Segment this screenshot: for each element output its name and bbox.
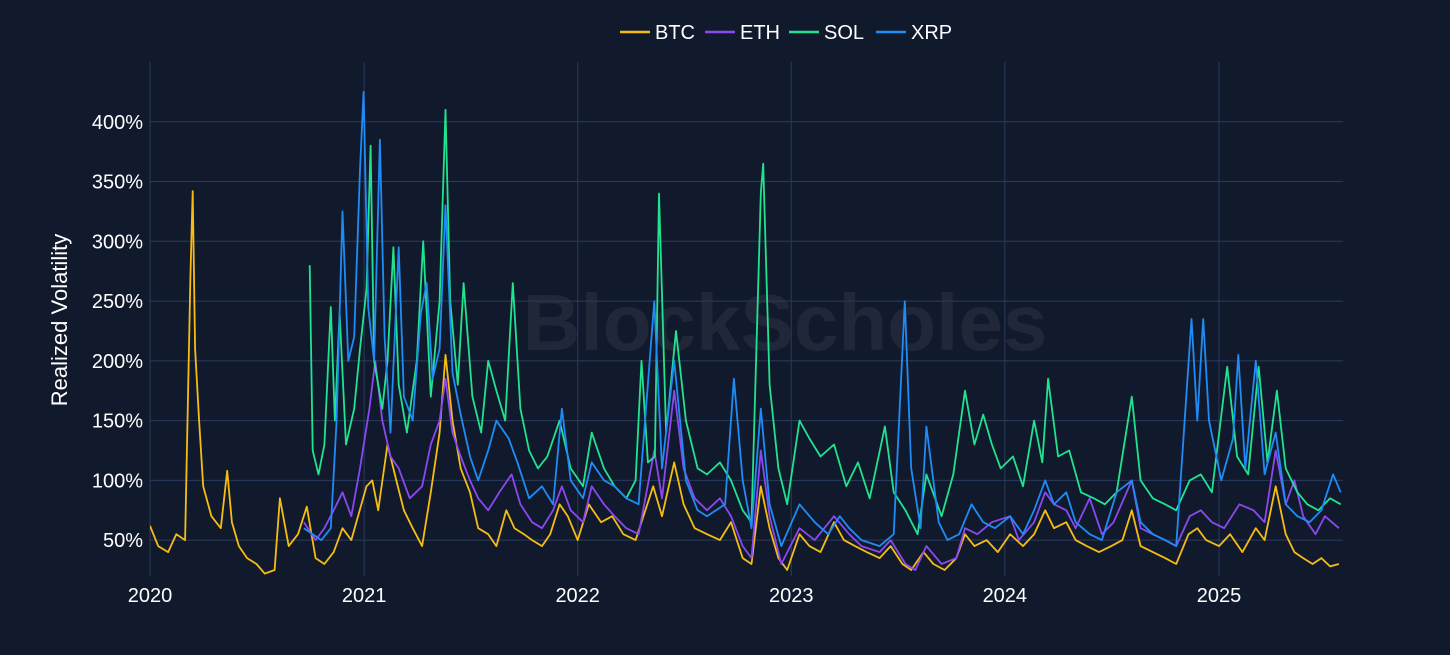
legend-item-btc[interactable]: BTC: [620, 22, 695, 44]
legend-label: ETH: [740, 22, 780, 44]
watermark-text: BlockScholes: [523, 278, 1048, 367]
y-tick-label: 100%: [92, 470, 143, 492]
series-line-sol: [308, 108, 1342, 536]
legend-item-xrp[interactable]: XRP: [876, 22, 952, 44]
y-tick-label: 400%: [92, 112, 143, 134]
legend-item-eth[interactable]: ETH: [705, 22, 780, 44]
y-tick-label: 250%: [92, 291, 143, 313]
y-axis-title: Realized Volatility: [47, 234, 72, 406]
series-line-eth: [303, 359, 1340, 571]
x-tick-label: 2024: [983, 585, 1028, 607]
grid-lines: [149, 62, 1343, 576]
y-tick-label: 300%: [92, 231, 143, 253]
legend-label: BTC: [655, 22, 695, 44]
y-axis: 50% 100% 150% 200% 250% 300% 350% 400%: [92, 112, 143, 552]
y-tick-label: 350%: [92, 172, 143, 194]
series-line-btc: [150, 190, 1340, 575]
legend: BTC ETH SOL XRP: [620, 22, 952, 44]
y-tick-label: 200%: [92, 351, 143, 373]
x-tick-label: 2023: [769, 585, 814, 607]
x-tick-label: 2020: [128, 585, 173, 607]
y-tick-label: 50%: [103, 530, 143, 552]
series-line-xrp: [303, 91, 1342, 547]
y-tick-label: 150%: [92, 411, 143, 433]
x-axis: 2020 2021 2022 2023 2024 2025: [128, 585, 1241, 607]
x-tick-label: 2025: [1197, 585, 1242, 607]
x-tick-label: 2022: [555, 585, 600, 607]
legend-item-sol[interactable]: SOL: [789, 22, 864, 44]
legend-label: XRP: [911, 22, 952, 44]
series-layer: [150, 91, 1342, 575]
x-tick-label: 2021: [342, 585, 387, 607]
legend-label: SOL: [824, 22, 864, 44]
